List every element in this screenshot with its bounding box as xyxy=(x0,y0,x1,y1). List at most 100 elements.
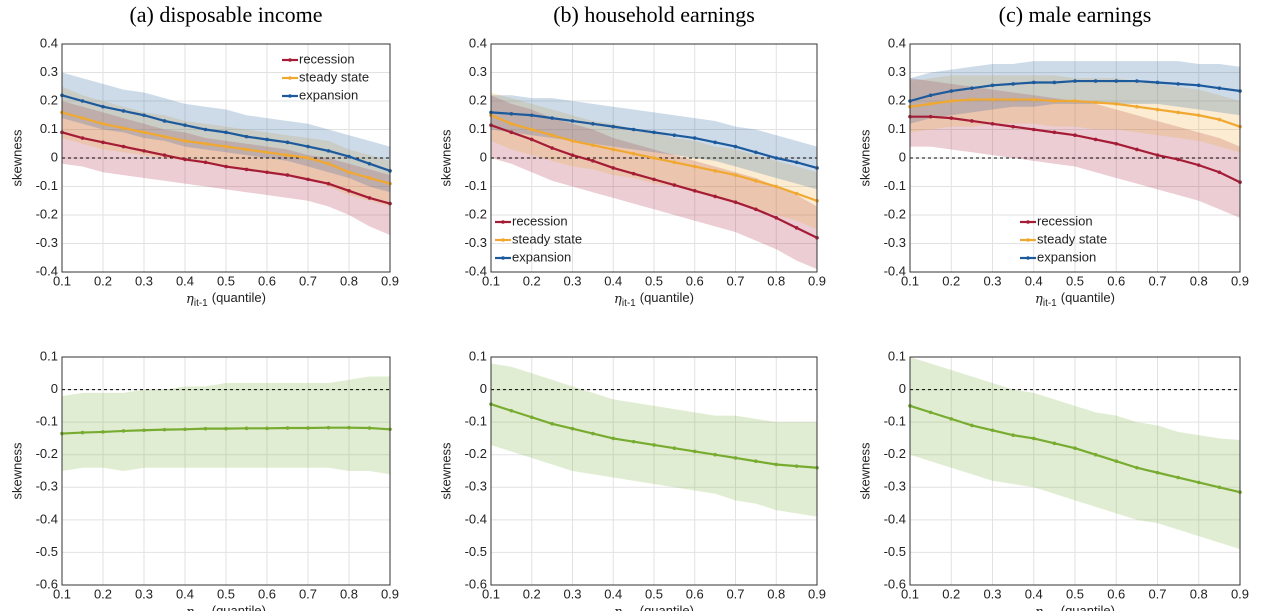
y-tick-label: -0.4 xyxy=(884,511,906,526)
x-tick-label: 0.5 xyxy=(1066,273,1084,288)
confidence-band xyxy=(491,92,817,230)
x-tick-label: 0.7 xyxy=(299,586,317,601)
data-point xyxy=(1176,475,1180,480)
data-point xyxy=(611,124,616,129)
y-tick-label: -0.6 xyxy=(36,576,58,591)
x-label-symbol: η xyxy=(614,605,622,611)
data-point xyxy=(652,443,656,447)
confidence-band xyxy=(910,78,1240,218)
data-point xyxy=(142,428,146,433)
data-point xyxy=(326,181,331,186)
data-point xyxy=(1093,100,1098,105)
data-point xyxy=(1135,465,1139,470)
data-point xyxy=(631,171,636,176)
y-tick-label: -0.4 xyxy=(465,263,487,278)
y-tick-label: -0.2 xyxy=(465,446,487,461)
data-point xyxy=(306,156,310,160)
data-point xyxy=(1011,97,1015,102)
x-label-symbol: η xyxy=(614,292,622,307)
data-point xyxy=(1217,170,1222,175)
y-axis-label: skewness xyxy=(438,442,453,500)
data-point xyxy=(347,425,351,430)
data-point xyxy=(970,86,974,90)
legend-label: expansion xyxy=(512,249,571,264)
data-point xyxy=(1031,436,1036,441)
x-tick-label: 0.8 xyxy=(767,586,785,601)
data-point xyxy=(142,130,146,135)
x-tick-label: 0.4 xyxy=(604,586,622,601)
data-point xyxy=(101,104,105,109)
data-point xyxy=(509,408,514,413)
x-label-subscript: it-1 xyxy=(1043,298,1057,309)
y-tick-label: 0.1 xyxy=(40,121,58,136)
data-point xyxy=(285,173,290,177)
x-tick-label: 0.2 xyxy=(942,273,960,288)
x-tick-label: 0.1 xyxy=(53,586,71,601)
data-point xyxy=(713,452,717,457)
y-tick-label: 0.1 xyxy=(888,348,906,363)
data-point xyxy=(265,170,269,175)
x-tick-label: 0.7 xyxy=(726,586,744,601)
plot-frame xyxy=(490,356,818,586)
data-point xyxy=(990,428,995,433)
data-point xyxy=(1093,452,1098,457)
data-point xyxy=(970,423,974,428)
data-point xyxy=(203,127,208,132)
data-point xyxy=(1217,117,1222,122)
x-tick-label: 0.5 xyxy=(217,273,235,288)
y-tick-label: -0.2 xyxy=(884,206,906,221)
data-point xyxy=(774,184,779,189)
data-point xyxy=(591,159,595,163)
data-point xyxy=(529,415,534,420)
data-point xyxy=(162,134,167,139)
x-tick-label: 0.9 xyxy=(808,273,826,288)
y-tick-label: -0.1 xyxy=(465,414,487,429)
data-point xyxy=(733,456,738,460)
y-tick-label: -0.3 xyxy=(36,235,58,250)
x-tick-label: 0.8 xyxy=(340,586,358,601)
data-point xyxy=(1155,153,1160,157)
panel: (a) disposable income 0.1 0.2 0.3 0.4 0.5 0.6 0… xyxy=(9,2,399,309)
legend-label: recession xyxy=(1037,213,1093,228)
y-tick-label: -0.5 xyxy=(465,544,487,559)
data-point xyxy=(1052,130,1057,135)
data-point xyxy=(713,140,717,145)
data-point xyxy=(631,127,636,132)
x-label-subscript: it-1 xyxy=(622,298,636,309)
y-tick-label: 0.1 xyxy=(40,348,58,363)
data-point xyxy=(611,436,616,441)
legend-label: expansion xyxy=(1037,249,1096,264)
data-point xyxy=(1196,480,1201,485)
y-axis-label: skewness xyxy=(857,442,872,500)
data-point xyxy=(949,99,954,103)
data-point xyxy=(509,122,514,126)
data-point xyxy=(80,136,85,140)
data-point xyxy=(1073,79,1077,83)
x-axis-label: ηit-1 (quantile) xyxy=(614,290,694,308)
legend-key-marker xyxy=(288,76,292,80)
data-point xyxy=(183,427,187,432)
x-tick-label: 0.9 xyxy=(381,273,399,288)
y-tick-label: -0.2 xyxy=(36,446,58,461)
y-tick-label: 0 xyxy=(51,381,58,396)
y-tick-label: 0.1 xyxy=(469,348,487,363)
data-point xyxy=(1114,102,1119,106)
x-tick-label: 0.8 xyxy=(767,273,785,288)
data-point xyxy=(367,426,372,430)
x-tick-label: 0.9 xyxy=(808,586,826,601)
x-tick-label: 0.7 xyxy=(726,273,744,288)
data-point xyxy=(244,134,249,139)
x-label-text: (quantile) xyxy=(640,290,694,305)
legend-key-marker xyxy=(501,238,505,242)
x-axis-label: ηit-1(quantile) xyxy=(186,603,266,611)
data-point xyxy=(550,116,554,120)
data-point xyxy=(1135,104,1139,109)
y-tick-label: 0 xyxy=(480,149,487,164)
data-point xyxy=(794,160,799,165)
data-point xyxy=(1052,441,1057,446)
x-tick-label: 0.6 xyxy=(686,273,704,288)
data-point xyxy=(1114,459,1119,464)
data-point xyxy=(591,431,595,436)
y-tick-label: -0.2 xyxy=(884,446,906,461)
data-point xyxy=(265,426,269,431)
